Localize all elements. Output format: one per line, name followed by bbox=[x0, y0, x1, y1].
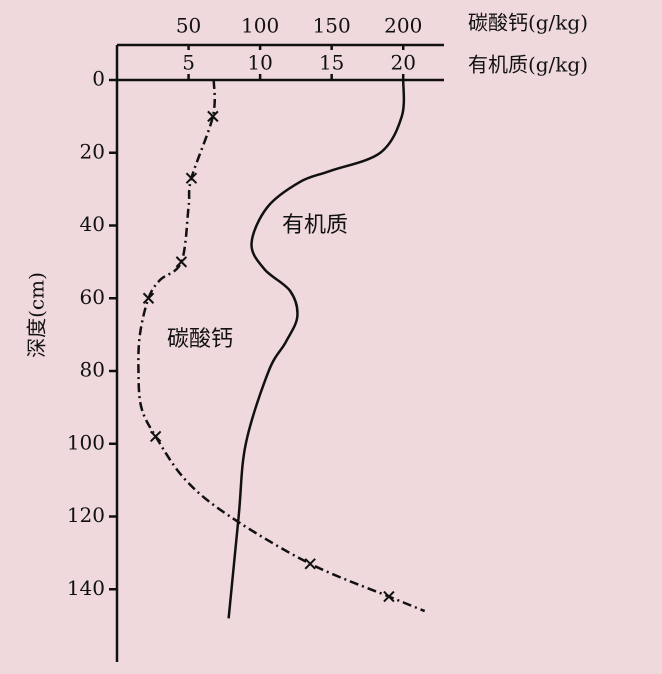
series-label: 有机质 bbox=[282, 213, 348, 238]
x2-axis-title: 碳酸钙(g/kg) bbox=[468, 11, 588, 35]
y-tick-label: 60 bbox=[80, 285, 105, 309]
point-marker bbox=[185, 172, 198, 184]
x-tick-label: 10 bbox=[247, 51, 272, 75]
point-marker bbox=[304, 558, 316, 570]
series-line bbox=[137, 79, 426, 613]
y-tick-label: 120 bbox=[67, 503, 105, 527]
x-tick-label: 15 bbox=[319, 51, 344, 75]
x2-tick-label: 100 bbox=[241, 14, 279, 38]
y-tick-label: 80 bbox=[80, 358, 105, 382]
y-tick-label: 100 bbox=[67, 430, 105, 454]
series-label: 碳酸钙 bbox=[167, 327, 233, 352]
x2-tick-label: 150 bbox=[313, 14, 351, 38]
x2-tick-label: 200 bbox=[384, 14, 422, 38]
y-axis-title: 深度(cm) bbox=[25, 272, 49, 358]
point-marker bbox=[207, 110, 219, 123]
point-marker bbox=[175, 256, 188, 268]
y-tick-label: 20 bbox=[80, 139, 105, 163]
series-line bbox=[227, 79, 406, 619]
x-axis-title: 有机质(g/kg) bbox=[468, 53, 588, 77]
point-marker bbox=[149, 430, 162, 443]
x2-tick-label: 50 bbox=[176, 14, 201, 38]
x-tick-label: 20 bbox=[390, 51, 415, 75]
point-marker bbox=[383, 590, 395, 603]
y-tick-label: 40 bbox=[80, 212, 105, 236]
y-tick-label: 140 bbox=[67, 576, 105, 600]
point-marker bbox=[142, 292, 155, 304]
y-tick-label: 0 bbox=[92, 67, 105, 91]
x-tick-label: 5 bbox=[182, 51, 195, 75]
